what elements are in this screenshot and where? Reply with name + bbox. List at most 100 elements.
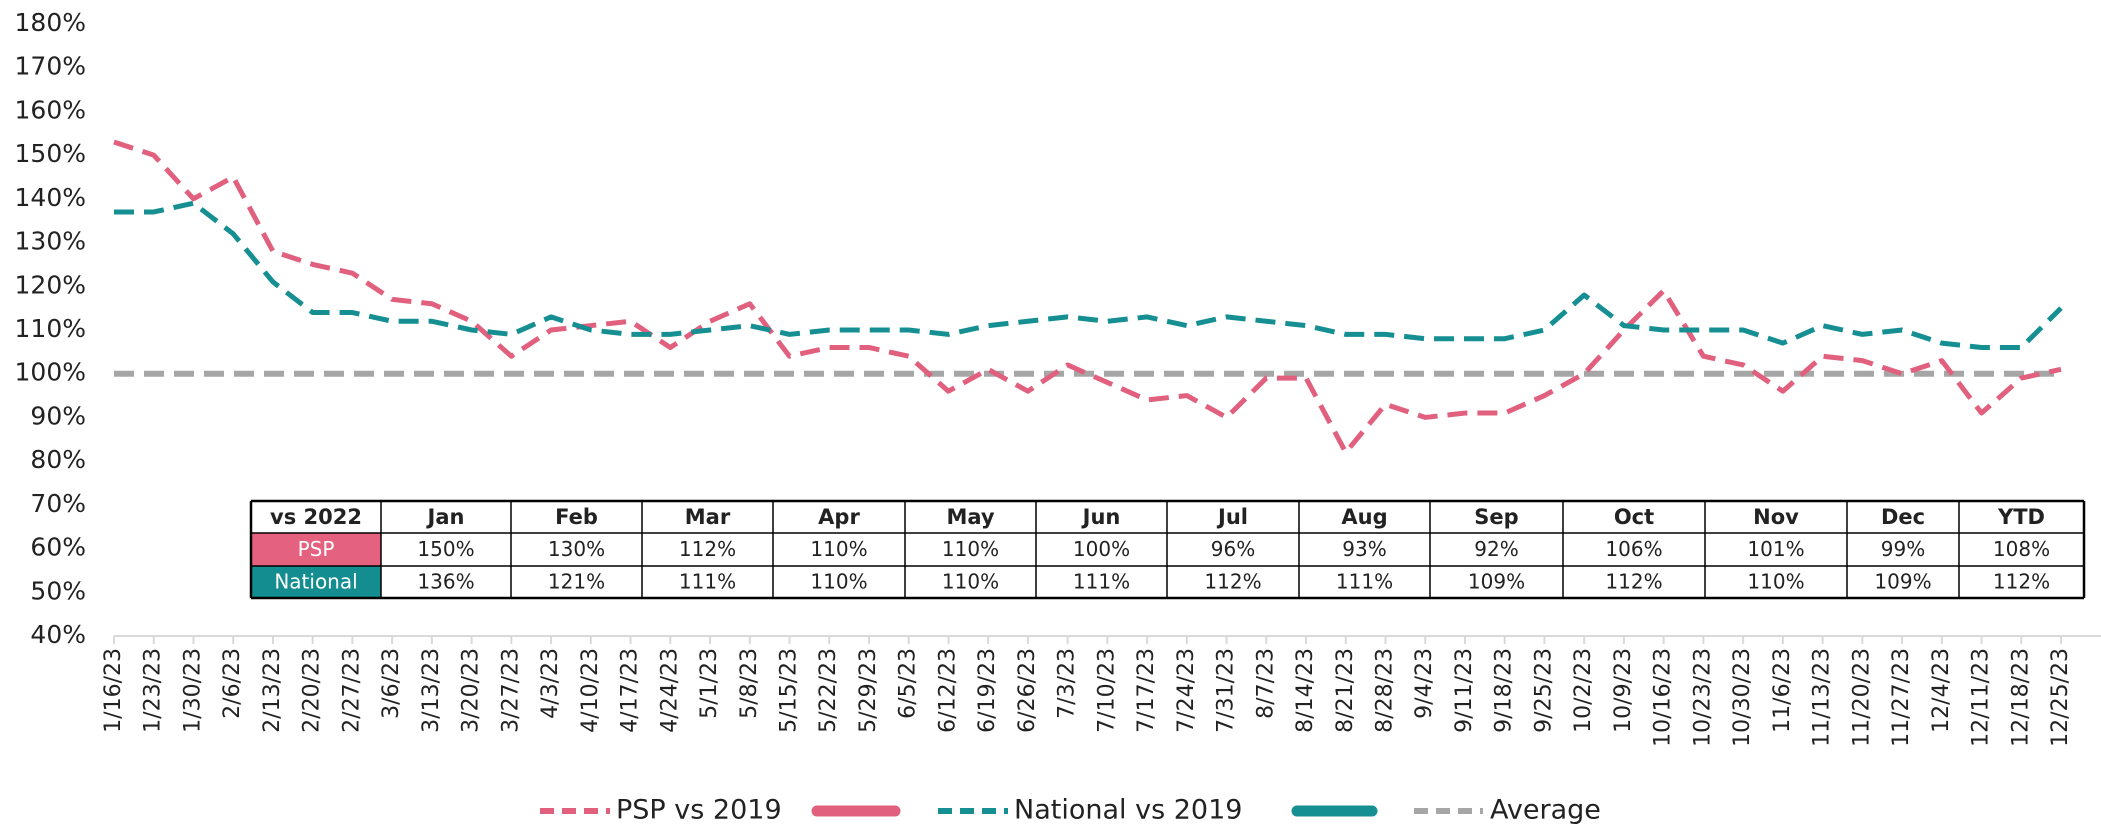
x-tick-label: 9/25/23 [1531,648,1556,733]
y-tick-label: 140% [15,183,86,212]
table-cell: 111% [679,570,736,594]
x-tick-label: 8/28/23 [1373,648,1398,733]
table-cell: 96% [1211,537,1255,561]
x-tick-label: 4/24/23 [657,648,682,733]
y-tick-label: 120% [15,270,86,299]
x-tick-label: 3/27/23 [498,648,523,733]
x-tick-label: 10/2/23 [1571,648,1596,733]
line [113,139,2062,455]
x-tick-label: 2/20/23 [300,648,325,733]
x-tick-label: 5/22/23 [816,648,841,733]
table-cell: 136% [417,570,474,594]
y-tick-label: 170% [15,52,86,81]
table-cell: Apr [818,505,860,529]
table-cell: Jul [1216,505,1248,529]
x-tick-label: 8/21/23 [1333,648,1358,733]
legend-label: Average [1490,795,1601,826]
x-tick-label: 11/27/23 [1889,648,1914,747]
table-cell: 110% [810,570,867,594]
x-tick-label: 12/25/23 [2048,648,2073,747]
x-tick-label: 10/9/23 [1611,648,1636,733]
x-tick-label: 12/4/23 [1929,648,1954,733]
y-tick-label: 130% [15,227,86,256]
table-cell: 150% [417,537,474,561]
legend-label: National vs 2019 [1014,795,1242,826]
table-cell: 108% [1993,537,2050,561]
x-tick-label: 2/13/23 [260,648,285,733]
x-tick-label: 7/31/23 [1214,648,1239,733]
table-cell: 101% [1747,537,1804,561]
y-tick-label: 60% [30,533,86,562]
x-tick-label: 11/13/23 [1810,648,1835,747]
x-tick-label: 3/20/23 [459,648,484,733]
table-cell: 110% [942,570,999,594]
table-cell: 109% [1874,570,1931,594]
y-tick-label: 150% [15,139,86,168]
x-tick-label: 8/7/23 [1253,648,1278,719]
table-cell: 106% [1605,537,1662,561]
table-cell: YTD [1997,505,2045,529]
y-tick-label: 90% [30,401,86,430]
table-cell: PSP [298,537,335,561]
x-tick-label: 4/17/23 [618,648,643,733]
x-tick-label: 7/24/23 [1174,648,1199,733]
table-cell: 100% [1073,537,1130,561]
x-tick-label: 3/6/23 [379,648,404,719]
line [114,200,2063,350]
table-cell: Jan [426,505,465,529]
table-cell: 112% [1605,570,1662,594]
table-cell: vs 2022 [270,505,362,529]
x-tick-label: 2/6/23 [220,648,245,719]
table-cell: May [946,505,994,529]
x-tick-label: 8/14/23 [1293,648,1318,733]
x-tick-label: 12/18/23 [2008,648,2033,747]
x-tick-label: 7/10/23 [1094,648,1119,733]
table-cell: National [274,570,357,594]
x-tick-label: 6/19/23 [975,648,1000,733]
y-tick-label: 40% [30,620,86,649]
x-tick-label: 9/4/23 [1412,648,1437,719]
table-cell: 110% [810,537,867,561]
x-tick-label: 5/1/23 [697,648,722,719]
y-tick-label: 80% [30,445,86,474]
y-tick-label: 50% [30,576,86,605]
y-tick-label: 110% [15,314,86,343]
table-cell: 92% [1474,537,1518,561]
x-tick-label: 1/23/23 [141,648,166,733]
table-cell: Aug [1341,505,1387,529]
table-cell: 99% [1881,537,1925,561]
table-cell: Jun [1081,505,1121,529]
table-cell: 112% [679,537,736,561]
table-cell: Nov [1753,505,1799,529]
table-cell: 110% [942,537,999,561]
table-cell: 93% [1342,537,1386,561]
x-tick-label: 7/17/23 [1134,648,1159,733]
x-tick-label: 10/16/23 [1651,648,1676,747]
x-tick-label: 10/30/23 [1730,648,1755,747]
x-tick-label: 12/11/23 [1969,648,1994,747]
table-cell: 112% [1204,570,1261,594]
table-cell: 130% [548,537,605,561]
table-cell: Sep [1474,505,1518,529]
x-tick-label: 3/13/23 [419,648,444,733]
table-cell: 111% [1336,570,1393,594]
x-tick-label: 5/15/23 [776,648,801,733]
x-tick-label: 4/10/23 [578,648,603,733]
table-cell: 110% [1747,570,1804,594]
table-cell: 121% [548,570,605,594]
x-tick-label: 9/11/23 [1452,648,1477,733]
x-tick-label: 2/27/23 [339,648,364,733]
table-cell: 109% [1468,570,1525,594]
x-tick-label: 6/5/23 [896,648,921,719]
y-tick-label: 180% [15,8,86,37]
legend-label: PSP vs 2019 [616,795,782,826]
x-tick-label: 5/29/23 [856,648,881,733]
table-cell: Oct [1614,505,1654,529]
row-label-bg [251,566,381,598]
y-tick-label: 100% [15,358,86,387]
table-cell: Dec [1881,505,1925,529]
x-tick-label: 10/23/23 [1690,648,1715,747]
x-tick-label: 6/26/23 [1015,648,1040,733]
y-tick-label: 70% [30,489,86,518]
